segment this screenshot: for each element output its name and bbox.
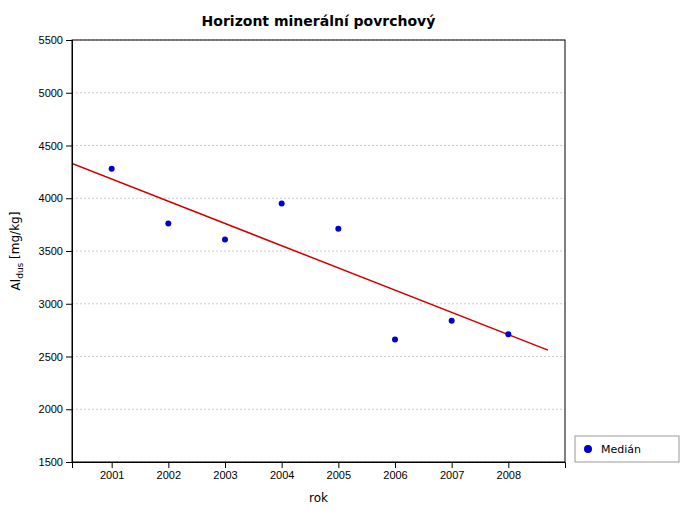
scatter-point xyxy=(449,318,455,324)
tick-mark xyxy=(66,93,72,94)
grid-line xyxy=(72,251,565,252)
tick-mark xyxy=(66,40,72,41)
tick-label: 2003 xyxy=(213,469,237,481)
tick: 2500 xyxy=(39,351,72,363)
scatter-point xyxy=(109,166,115,172)
scatter-point xyxy=(505,331,511,337)
legend-box xyxy=(575,436,679,462)
tick-label: 2004 xyxy=(270,469,294,481)
chart: 2001 2002 2003 2004 2005 2006 2007 2008 1500 2000… xyxy=(0,0,685,514)
tick: 2006 xyxy=(383,462,407,481)
x-axis-label: rok xyxy=(309,491,328,505)
grid-line xyxy=(72,409,565,410)
tick-mark xyxy=(66,251,72,252)
grid-line xyxy=(72,198,565,199)
tick-label: 2007 xyxy=(440,469,464,481)
tick-label: 2002 xyxy=(157,469,181,481)
tick: 4000 xyxy=(39,192,72,204)
tick-mark xyxy=(66,462,72,463)
tick-mark xyxy=(168,462,169,468)
tick-mark xyxy=(66,409,72,410)
trend-line xyxy=(72,163,548,350)
x-axis: 2001 2002 2003 2004 2005 2006 2007 2008 xyxy=(73,462,566,481)
y-axis-label-sub: dus xyxy=(15,262,25,278)
plot-frame xyxy=(72,40,565,462)
tick: 2001 xyxy=(100,462,124,481)
tick-label: 5000 xyxy=(39,87,63,99)
tick-label: 2008 xyxy=(497,469,521,481)
tick-label: 2006 xyxy=(383,469,407,481)
scatter-point xyxy=(165,221,171,227)
grid-line xyxy=(72,145,565,146)
tick-mark xyxy=(282,462,283,468)
axis-line xyxy=(66,41,73,463)
tick-mark xyxy=(112,462,113,468)
tick: 2000 xyxy=(39,403,72,415)
tick: 1500 xyxy=(39,456,72,468)
tick-mark xyxy=(508,462,509,468)
scatter-point xyxy=(279,201,285,207)
tick: 2008 xyxy=(497,462,521,481)
tick-mark xyxy=(338,462,339,468)
grid-line xyxy=(72,92,565,93)
tick-mark xyxy=(395,462,396,468)
tick-label: 2000 xyxy=(39,403,63,415)
tick-label: 3500 xyxy=(39,245,63,257)
tick: 4500 xyxy=(39,140,72,152)
plot: 2001 2002 2003 2004 2005 2006 2007 2008 1500 2000… xyxy=(39,34,566,481)
grid-line xyxy=(72,356,565,357)
y-axis: 1500 2000 2500 3000 3500 4000 4500 5000 5500 xyxy=(39,34,73,468)
legend: Medián xyxy=(575,436,679,462)
tick: 3000 xyxy=(39,298,72,310)
tick: 3500 xyxy=(39,245,72,257)
tick-label: 4000 xyxy=(39,192,63,204)
tick-label: 1500 xyxy=(39,456,63,468)
tick-label: 2005 xyxy=(327,469,351,481)
scatter-point xyxy=(392,337,398,343)
data-marks xyxy=(72,163,548,350)
axis-line xyxy=(73,463,566,469)
tick: 5000 xyxy=(39,87,72,99)
y-axis-label-main: Al xyxy=(9,279,23,291)
legend-symbol xyxy=(584,445,592,453)
tick: 2004 xyxy=(270,462,294,481)
tick-mark xyxy=(452,462,453,468)
tick: 2005 xyxy=(327,462,351,481)
tick: 2003 xyxy=(213,462,237,481)
legend-label: Medián xyxy=(601,443,641,456)
tick-mark xyxy=(66,304,72,305)
grid xyxy=(72,40,565,462)
tick: 2002 xyxy=(157,462,181,481)
title: Horizont minerální povrchový xyxy=(202,13,436,29)
tick-mark xyxy=(66,146,72,147)
tick-label: 2001 xyxy=(100,469,124,481)
tick-label: 4500 xyxy=(39,140,63,152)
tick-label: 5500 xyxy=(39,34,63,46)
tick: 5500 xyxy=(39,34,72,46)
scatter-point xyxy=(222,236,228,242)
tick-mark xyxy=(225,462,226,468)
tick-label: 2500 xyxy=(39,351,63,363)
tick: 2007 xyxy=(440,462,464,481)
scatter-point xyxy=(335,226,341,232)
y-axis-label: Aldus [mg/kg] xyxy=(8,212,25,291)
tick-label: 3000 xyxy=(39,298,63,310)
tick-mark xyxy=(66,357,72,358)
grid-line xyxy=(72,303,565,304)
tick-mark xyxy=(66,198,72,199)
y-axis-label-unit: [mg/kg] xyxy=(8,212,22,263)
